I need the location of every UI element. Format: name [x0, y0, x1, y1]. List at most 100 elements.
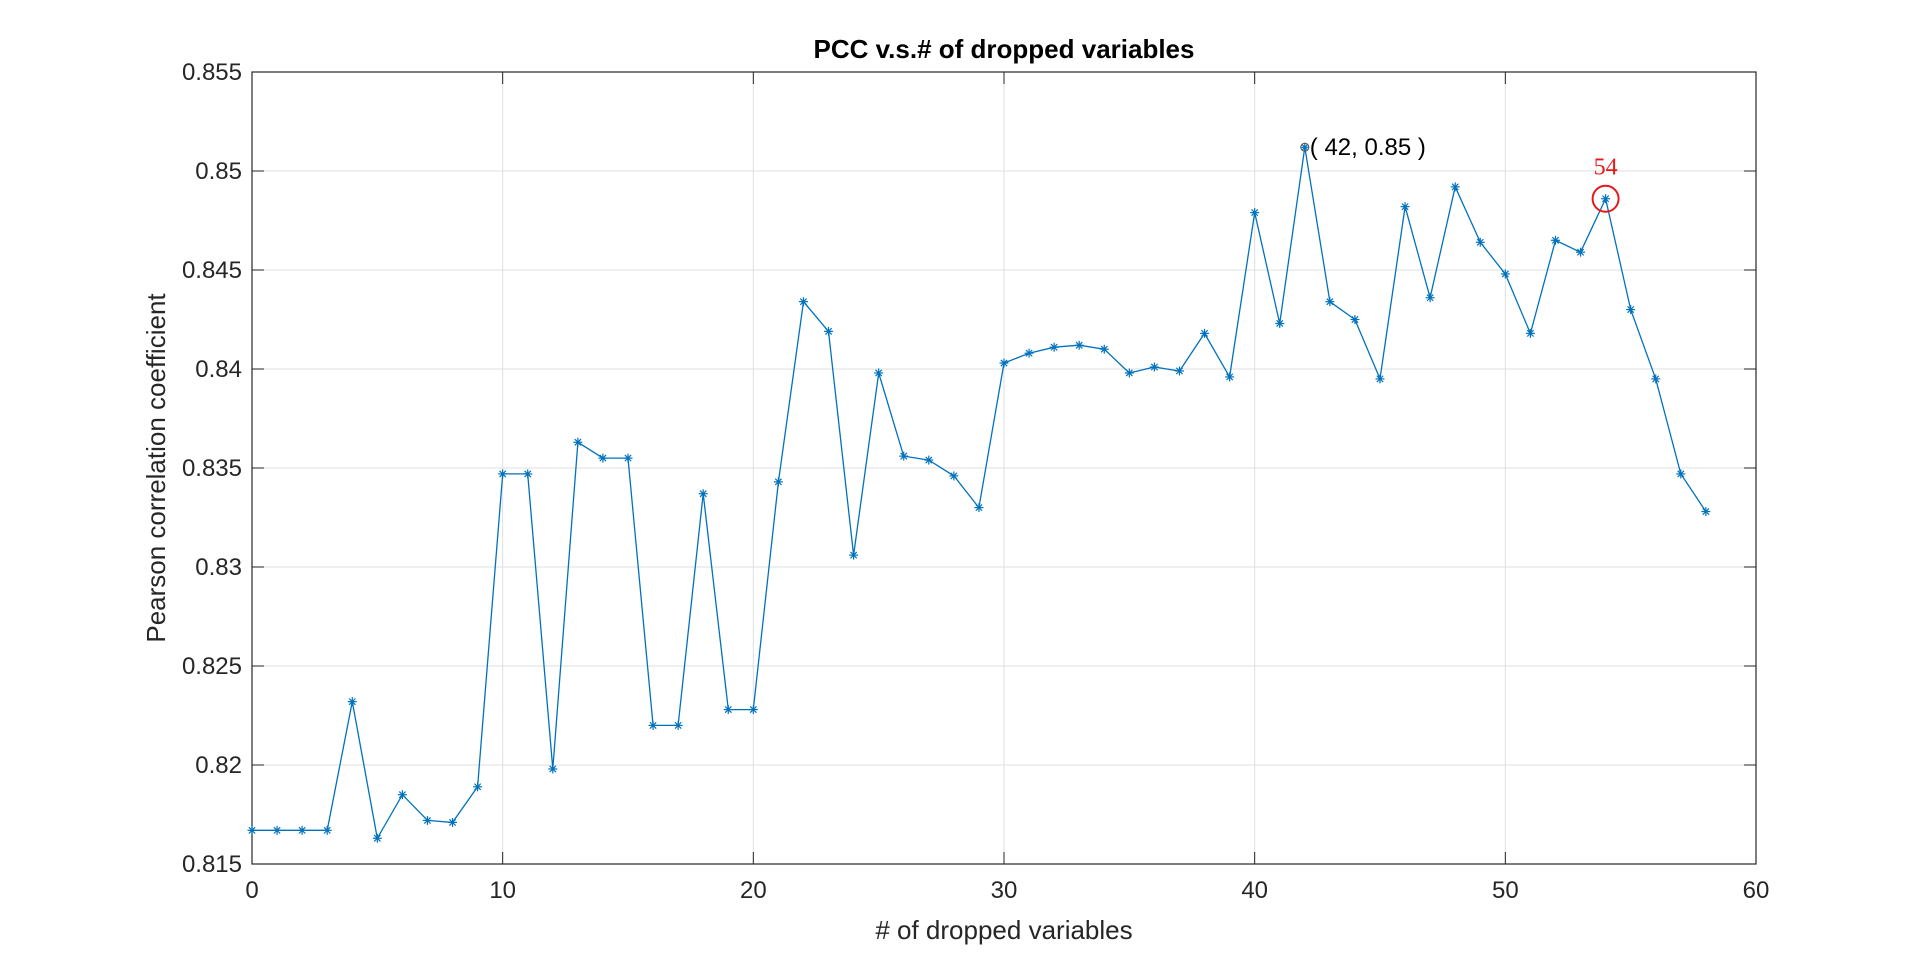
- y-tick-label: 0.835: [182, 455, 242, 482]
- data-point: [1124, 368, 1134, 378]
- marker-stroke: [1501, 270, 1509, 278]
- marker-stroke: [549, 765, 557, 773]
- marker-stroke: [1652, 375, 1660, 383]
- data-point: [1225, 372, 1235, 382]
- data-point: [1400, 202, 1410, 212]
- marker-stroke: [799, 298, 808, 306]
- marker-stroke: [1276, 319, 1284, 328]
- marker-stroke: [1301, 143, 1309, 151]
- data-point: [1099, 344, 1109, 354]
- marker-stroke: [975, 504, 983, 512]
- marker-stroke: [474, 783, 482, 791]
- data-point: [598, 453, 608, 463]
- marker-stroke: [925, 456, 933, 464]
- y-tick-label: 0.84: [195, 356, 242, 383]
- data-point: [1475, 237, 1485, 247]
- marker-stroke: [1251, 209, 1259, 217]
- marker-stroke: [649, 721, 657, 729]
- x-tick-label: 10: [489, 877, 516, 904]
- data-point: [322, 825, 332, 835]
- data-point: [1200, 328, 1210, 338]
- data-point: [272, 825, 282, 835]
- data-point: [1174, 366, 1184, 376]
- data-point: [1626, 305, 1636, 315]
- data-point: [874, 368, 884, 378]
- marker-stroke: [1401, 203, 1409, 211]
- data-point: [247, 825, 257, 835]
- data-point: [824, 326, 834, 336]
- data-point: [1049, 342, 1059, 352]
- data-point: [448, 817, 458, 827]
- data-point: [1500, 269, 1510, 279]
- data-point: [498, 469, 508, 479]
- marker-stroke: [599, 454, 607, 462]
- marker-stroke: [499, 470, 507, 478]
- datatip-marker: [1300, 142, 1310, 152]
- data-point: [573, 437, 583, 447]
- data-point: [798, 297, 808, 307]
- marker-stroke: [298, 826, 306, 834]
- x-tick-label: 60: [1743, 877, 1770, 904]
- data-point: [1300, 142, 1310, 152]
- marker-stroke: [699, 490, 707, 498]
- marker-stroke: [1376, 375, 1384, 383]
- marker-stroke: [774, 478, 782, 486]
- data-point: [1601, 194, 1611, 204]
- axes-box: [251, 71, 1757, 865]
- y-axis-label: Pearson correlation coefficient: [141, 293, 171, 643]
- annotation-label: 54: [1594, 155, 1618, 181]
- marker-stroke: [900, 452, 908, 460]
- marker-stroke: [1200, 329, 1209, 337]
- data-point: [1250, 208, 1260, 218]
- marker-stroke: [1702, 507, 1710, 516]
- data-point: [623, 453, 633, 463]
- data-point: [748, 705, 758, 715]
- marker-stroke: [1326, 298, 1334, 306]
- y-tick-label: 0.815: [182, 851, 242, 878]
- data-point: [397, 790, 407, 800]
- x-tick-label: 0: [245, 877, 258, 904]
- data-point: [1576, 247, 1586, 257]
- x-tick-label: 30: [991, 877, 1018, 904]
- data-point: [999, 358, 1009, 368]
- marker-stroke: [373, 834, 381, 842]
- data-point: [473, 782, 483, 792]
- x-tick-label: 40: [1241, 877, 1268, 904]
- marker-stroke: [674, 721, 682, 729]
- data-point: [1350, 315, 1360, 324]
- marker-stroke: [1551, 236, 1560, 244]
- marker-stroke: [1050, 343, 1058, 351]
- marker-stroke: [574, 438, 582, 446]
- chart-title: PCC v.s.# of dropped variables: [814, 34, 1195, 64]
- data-point: [648, 720, 658, 730]
- marker-stroke: [1576, 248, 1585, 256]
- data-point: [1275, 318, 1285, 328]
- marker-stroke: [1351, 315, 1359, 324]
- marker-stroke: [1526, 329, 1534, 337]
- data-point: [1450, 182, 1460, 192]
- data-point: [949, 471, 959, 481]
- x-axis-label: # of dropped variables: [875, 915, 1132, 945]
- data-point: [1525, 328, 1535, 338]
- marker-stroke: [1075, 341, 1083, 349]
- marker-stroke: [1226, 373, 1234, 381]
- annotations: ( 42, 0.85 ) 54: [1300, 134, 1620, 213]
- marker-stroke: [950, 472, 958, 480]
- marker-stroke: [1426, 294, 1434, 302]
- x-tick-label: 20: [740, 877, 767, 904]
- y-axis-ticks: 0.815 0.82 0.825 0.83 0.835 0.84 0.845 0.85 0.85…: [182, 59, 1756, 878]
- data-point: [1676, 469, 1686, 479]
- marker-stroke: [248, 826, 256, 834]
- data-point: [347, 697, 357, 707]
- marker-stroke: [1476, 238, 1484, 246]
- x-tick-label: 50: [1492, 877, 1519, 904]
- data-point: [1701, 507, 1711, 517]
- data-point: [1149, 362, 1159, 372]
- y-tick-label: 0.845: [182, 257, 242, 284]
- y-tick-label: 0.83: [195, 554, 242, 581]
- data-point: [849, 550, 859, 560]
- data-point: [1425, 293, 1435, 303]
- y-tick-label: 0.82: [195, 752, 242, 779]
- marker-stroke: [323, 826, 331, 834]
